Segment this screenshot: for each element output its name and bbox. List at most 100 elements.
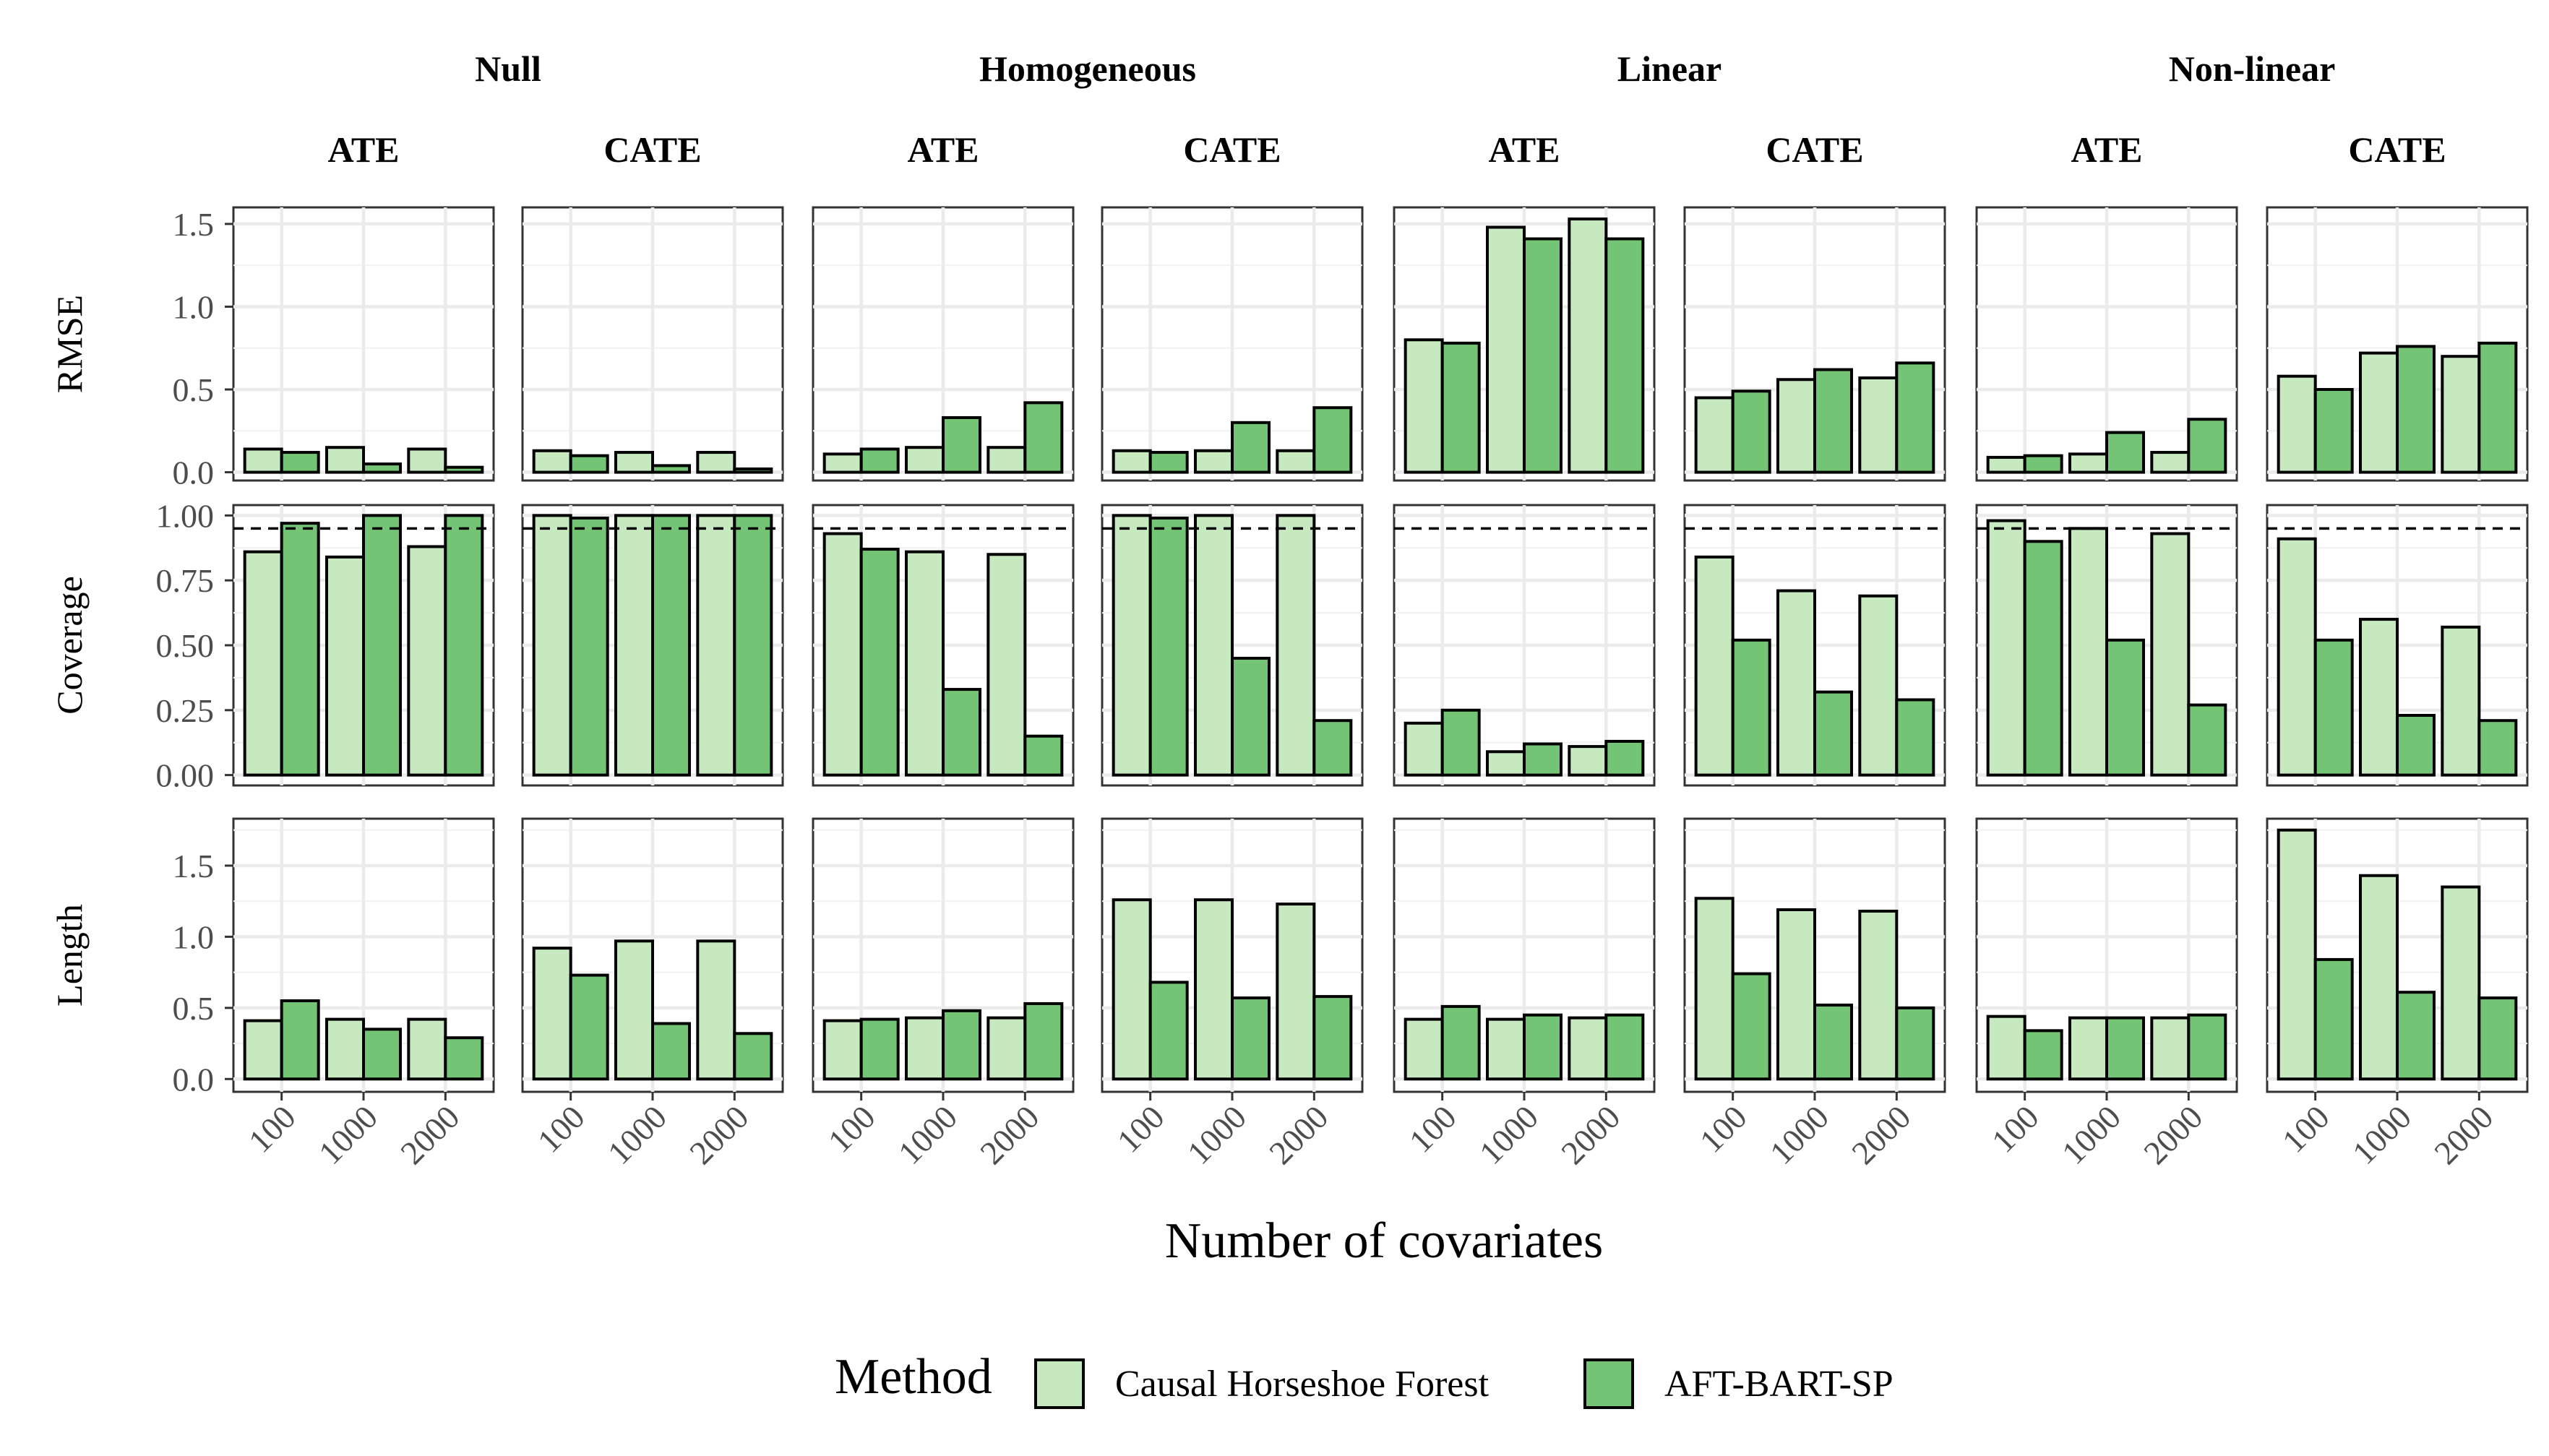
estimand-label-non-linear-ate: ATE bbox=[2071, 129, 2142, 170]
x-tick-label: 2000 bbox=[1262, 1098, 1335, 1171]
bar-aft-bart-sp-rmse-null-cate-100 bbox=[569, 454, 609, 474]
row-title-rmse: RMSE bbox=[49, 295, 90, 393]
bar-causal-horseshoe-forest-rmse-homogeneous-cate-100 bbox=[1112, 449, 1152, 474]
panel-length-null-cate bbox=[521, 817, 784, 1093]
bar-aft-bart-sp-rmse-homogeneous-cate-1000 bbox=[1231, 421, 1271, 474]
bar-causal-horseshoe-forest-coverage-non-linear-cate-2000 bbox=[2441, 625, 2481, 777]
panel-rmse-linear-ate bbox=[1393, 206, 1656, 482]
bar-aft-bart-sp-coverage-linear-cate-1000 bbox=[1813, 690, 1853, 777]
bar-aft-bart-sp-rmse-non-linear-ate-100 bbox=[2023, 454, 2063, 474]
bar-aft-bart-sp-rmse-homogeneous-ate-2000 bbox=[1023, 401, 1064, 474]
y-tick-label: 1.0 bbox=[173, 918, 215, 955]
estimand-label-linear-ate: ATE bbox=[1488, 129, 1560, 170]
panel-length-homogeneous-cate bbox=[1101, 817, 1364, 1093]
bar-aft-bart-sp-coverage-homogeneous-cate-100 bbox=[1148, 516, 1189, 777]
bar-causal-horseshoe-forest-length-homogeneous-ate-100 bbox=[822, 1019, 863, 1081]
bar-aft-bart-sp-rmse-null-ate-2000 bbox=[444, 465, 484, 474]
bar-aft-bart-sp-coverage-non-linear-ate-2000 bbox=[2187, 703, 2227, 777]
bar-aft-bart-sp-length-null-cate-100 bbox=[569, 973, 609, 1081]
panel-rmse-null-ate bbox=[232, 206, 495, 482]
bar-causal-horseshoe-forest-coverage-null-ate-2000 bbox=[407, 545, 447, 777]
bar-causal-horseshoe-forest-length-non-linear-ate-100 bbox=[1986, 1015, 2026, 1081]
estimand-strip-labels: ATE CATE ATE CATE ATE CATE ATE CATE bbox=[327, 129, 2446, 170]
bar-causal-horseshoe-forest-length-null-ate-1000 bbox=[325, 1017, 365, 1081]
panel-coverage-null-ate bbox=[232, 504, 495, 787]
setting-label-homogeneous: Homogeneous bbox=[979, 48, 1196, 89]
legend-title: Method bbox=[835, 1349, 992, 1405]
bar-aft-bart-sp-coverage-non-linear-ate-100 bbox=[2023, 540, 2063, 777]
row-title-length: Length bbox=[49, 904, 90, 1007]
x-axis-title: Number of covariates bbox=[1165, 1213, 1603, 1269]
bar-aft-bart-sp-coverage-null-cate-2000 bbox=[733, 514, 773, 777]
bar-aft-bart-sp-length-non-linear-ate-100 bbox=[2023, 1029, 2063, 1081]
bar-aft-bart-sp-coverage-null-ate-2000 bbox=[444, 514, 484, 777]
bar-aft-bart-sp-coverage-homogeneous-cate-2000 bbox=[1312, 719, 1353, 777]
bar-causal-horseshoe-forest-rmse-null-ate-1000 bbox=[325, 446, 365, 474]
bar-aft-bart-sp-coverage-non-linear-cate-1000 bbox=[2396, 714, 2436, 777]
bar-causal-horseshoe-forest-coverage-null-ate-100 bbox=[243, 550, 283, 777]
bar-causal-horseshoe-forest-rmse-linear-cate-100 bbox=[1694, 396, 1735, 474]
bar-causal-horseshoe-forest-length-non-linear-ate-2000 bbox=[2150, 1016, 2191, 1081]
y-tick-label: 0.00 bbox=[156, 757, 215, 794]
x-tick-label: 100 bbox=[241, 1098, 303, 1160]
bar-aft-bart-sp-rmse-homogeneous-cate-100 bbox=[1148, 451, 1189, 474]
bar-causal-horseshoe-forest-rmse-non-linear-cate-1000 bbox=[2359, 351, 2399, 474]
bar-aft-bart-sp-length-non-linear-ate-1000 bbox=[2105, 1016, 2145, 1081]
row-titles: RMSE Coverage Length bbox=[49, 295, 90, 1007]
bar-aft-bart-sp-coverage-null-cate-100 bbox=[569, 516, 609, 777]
y-tick-label: 1.5 bbox=[173, 848, 215, 884]
x-axes: 100 1000 2000 100 1000 2000 100 1000 2000 100 1000… bbox=[241, 1092, 2500, 1171]
y-tick-label: 0.25 bbox=[156, 692, 215, 729]
y-tick-label: 0.0 bbox=[173, 455, 215, 491]
bar-causal-horseshoe-forest-coverage-linear-ate-2000 bbox=[1568, 745, 1608, 777]
x-tick-label: 2000 bbox=[1844, 1098, 1917, 1171]
bar-causal-horseshoe-forest-length-non-linear-cate-1000 bbox=[2359, 874, 2399, 1081]
bar-aft-bart-sp-length-null-cate-2000 bbox=[733, 1032, 773, 1081]
bar-causal-horseshoe-forest-rmse-null-cate-1000 bbox=[614, 451, 654, 474]
bar-causal-horseshoe-forest-coverage-linear-ate-100 bbox=[1404, 721, 1444, 777]
bar-aft-bart-sp-rmse-linear-cate-2000 bbox=[1895, 361, 1935, 474]
bar-causal-horseshoe-forest-rmse-homogeneous-ate-2000 bbox=[986, 446, 1027, 474]
x-tick-label: 2000 bbox=[973, 1098, 1046, 1171]
bar-causal-horseshoe-forest-length-linear-cate-2000 bbox=[1858, 909, 1899, 1081]
estimand-label-non-linear-cate: CATE bbox=[2348, 129, 2446, 170]
estimand-label-null-cate: CATE bbox=[603, 129, 701, 170]
bar-aft-bart-sp-rmse-linear-ate-1000 bbox=[1523, 237, 1563, 474]
panel-length-linear-ate bbox=[1393, 817, 1656, 1093]
panel-coverage-linear-cate bbox=[1683, 504, 1946, 787]
bar-causal-horseshoe-forest-length-linear-cate-100 bbox=[1694, 897, 1735, 1081]
bar-causal-horseshoe-forest-rmse-linear-ate-2000 bbox=[1568, 217, 1608, 474]
bar-aft-bart-sp-coverage-non-linear-cate-2000 bbox=[2477, 719, 2518, 777]
bar-causal-horseshoe-forest-length-homogeneous-ate-1000 bbox=[905, 1016, 945, 1081]
x-tick-label: 1000 bbox=[891, 1098, 964, 1171]
bar-aft-bart-sp-coverage-homogeneous-ate-2000 bbox=[1023, 734, 1064, 777]
bar-causal-horseshoe-forest-length-null-cate-100 bbox=[532, 947, 572, 1081]
bar-causal-horseshoe-forest-coverage-homogeneous-cate-100 bbox=[1112, 514, 1152, 777]
bar-aft-bart-sp-length-linear-ate-2000 bbox=[1604, 1013, 1645, 1081]
y-tick-label: 1.00 bbox=[156, 497, 215, 534]
bar-aft-bart-sp-rmse-homogeneous-ate-100 bbox=[859, 447, 900, 474]
legend-label-causal-horseshoe-forest: Causal Horseshoe Forest bbox=[1115, 1364, 1490, 1405]
bar-causal-horseshoe-forest-rmse-linear-cate-2000 bbox=[1858, 376, 1899, 474]
bar-causal-horseshoe-forest-coverage-homogeneous-ate-2000 bbox=[986, 553, 1027, 777]
panel-length-homogeneous-ate bbox=[812, 817, 1075, 1093]
bar-causal-horseshoe-forest-length-homogeneous-cate-1000 bbox=[1194, 898, 1234, 1081]
bar-causal-horseshoe-forest-rmse-non-linear-ate-100 bbox=[1986, 455, 2026, 474]
bar-aft-bart-sp-length-null-ate-100 bbox=[280, 999, 320, 1081]
bar-aft-bart-sp-length-homogeneous-ate-2000 bbox=[1023, 1001, 1064, 1081]
x-tick-label: 1000 bbox=[1180, 1098, 1253, 1171]
bar-causal-horseshoe-forest-rmse-linear-ate-100 bbox=[1404, 338, 1444, 474]
bar-causal-horseshoe-forest-rmse-non-linear-cate-100 bbox=[2277, 374, 2317, 474]
panel-rmse-non-linear-ate bbox=[1975, 206, 2238, 482]
bar-aft-bart-sp-rmse-linear-cate-100 bbox=[1731, 389, 1771, 474]
panel-rmse-non-linear-cate bbox=[2266, 206, 2529, 482]
bar-aft-bart-sp-coverage-homogeneous-ate-1000 bbox=[942, 688, 981, 777]
bar-aft-bart-sp-length-homogeneous-cate-100 bbox=[1148, 981, 1189, 1081]
bar-causal-horseshoe-forest-coverage-non-linear-cate-1000 bbox=[2359, 618, 2399, 777]
bar-aft-bart-sp-length-homogeneous-cate-2000 bbox=[1312, 995, 1353, 1081]
bar-causal-horseshoe-forest-coverage-homogeneous-ate-100 bbox=[822, 532, 863, 777]
bar-causal-horseshoe-forest-coverage-null-cate-2000 bbox=[696, 514, 736, 777]
panel-coverage-non-linear-cate bbox=[2266, 504, 2529, 787]
bar-causal-horseshoe-forest-coverage-non-linear-ate-100 bbox=[1986, 519, 2026, 777]
x-tick-label: 100 bbox=[821, 1098, 882, 1160]
